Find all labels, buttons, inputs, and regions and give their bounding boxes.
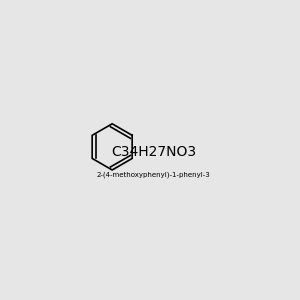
Text: C34H27NO3: C34H27NO3 <box>111 145 196 158</box>
Text: 2-(4-methoxyphenyl)-1-phenyl-3: 2-(4-methoxyphenyl)-1-phenyl-3 <box>97 171 211 178</box>
